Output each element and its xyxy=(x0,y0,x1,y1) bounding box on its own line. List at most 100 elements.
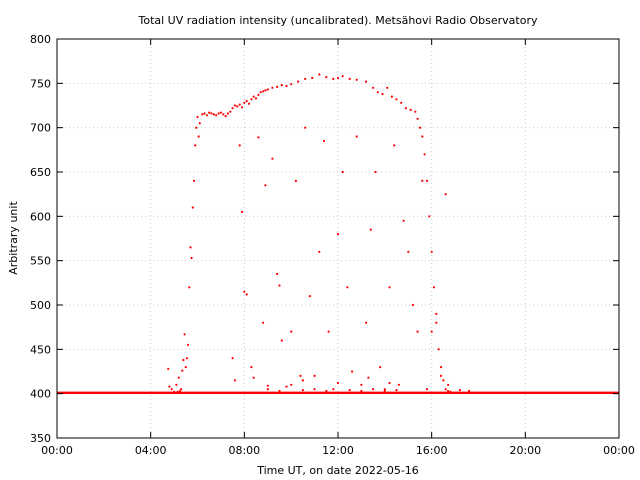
data-point xyxy=(430,250,433,253)
data-point xyxy=(238,103,241,106)
data-point xyxy=(318,250,321,253)
data-point xyxy=(313,388,316,391)
y-tick-label: 750 xyxy=(30,77,51,90)
y-tick-label: 350 xyxy=(30,432,51,445)
y-tick-label: 550 xyxy=(30,255,51,268)
data-point xyxy=(318,73,321,76)
data-point xyxy=(257,93,260,96)
data-point xyxy=(336,233,340,236)
data-point xyxy=(173,390,176,393)
data-point xyxy=(264,184,267,187)
data-point xyxy=(341,75,344,78)
data-point xyxy=(219,111,222,114)
data-point xyxy=(184,366,187,369)
data-point xyxy=(250,366,253,369)
data-point xyxy=(175,383,178,386)
data-point xyxy=(191,206,194,209)
y-tick-label: 650 xyxy=(30,166,51,179)
data-point xyxy=(278,389,281,393)
data-point xyxy=(458,389,461,392)
y-tick-label: 600 xyxy=(30,210,51,223)
data-point xyxy=(444,193,447,196)
data-point xyxy=(372,388,375,391)
data-point xyxy=(278,284,281,287)
data-point xyxy=(416,117,419,120)
data-point xyxy=(290,83,293,86)
data-point xyxy=(374,170,377,174)
data-point xyxy=(365,321,368,324)
data-point xyxy=(176,390,179,393)
data-point xyxy=(177,376,180,379)
data-point xyxy=(198,122,201,125)
data-point xyxy=(231,357,234,360)
data-point xyxy=(245,100,248,103)
data-point xyxy=(290,383,293,386)
data-point xyxy=(222,113,225,116)
data-point xyxy=(197,135,200,138)
data-point xyxy=(189,246,192,249)
data-point xyxy=(285,84,288,88)
data-point xyxy=(332,77,335,80)
data-point xyxy=(259,91,262,94)
data-point xyxy=(447,389,450,393)
data-point xyxy=(271,86,274,89)
y-tick-label: 800 xyxy=(30,33,51,46)
data-point xyxy=(383,389,386,393)
data-point xyxy=(383,388,386,391)
data-point xyxy=(414,110,417,113)
data-point xyxy=(435,321,438,324)
data-point xyxy=(432,286,436,289)
data-point xyxy=(212,113,215,116)
data-point xyxy=(381,92,384,96)
data-point xyxy=(266,88,269,91)
data-point xyxy=(224,115,227,118)
data-point xyxy=(182,358,185,362)
data-point xyxy=(233,379,237,382)
data-point xyxy=(311,76,314,80)
data-point xyxy=(238,144,241,147)
data-point xyxy=(449,390,452,393)
y-tick-label: 450 xyxy=(30,343,51,356)
data-point xyxy=(187,343,190,346)
data-points xyxy=(57,73,619,394)
y-axis-label: Arbitrary unit xyxy=(7,201,20,275)
data-point xyxy=(355,78,358,81)
data-point xyxy=(229,110,232,113)
data-point xyxy=(226,112,229,115)
data-point xyxy=(276,85,279,88)
data-point xyxy=(167,367,170,370)
x-tick-label: 00:00 xyxy=(603,444,635,457)
data-point xyxy=(205,114,208,117)
data-point xyxy=(423,153,426,156)
x-axis-ticks: 00:00 04:00 08:00 12:00 16:00 20:00 00:00 xyxy=(41,39,635,457)
data-point xyxy=(280,339,283,342)
data-point xyxy=(280,84,283,87)
data-point xyxy=(365,80,368,83)
data-point xyxy=(245,293,248,296)
data-point xyxy=(188,286,191,289)
data-point xyxy=(348,77,351,80)
x-tick-label: 04:00 xyxy=(135,444,167,457)
y-tick-label: 500 xyxy=(30,299,51,312)
data-point xyxy=(435,312,438,315)
data-point xyxy=(192,179,196,182)
data-point xyxy=(336,381,340,385)
x-tick-label: 12:00 xyxy=(322,444,354,457)
data-point xyxy=(262,321,265,324)
data-point xyxy=(210,112,213,115)
data-point xyxy=(215,114,218,117)
data-point xyxy=(264,89,267,92)
data-point xyxy=(327,330,330,333)
data-point xyxy=(252,95,255,98)
x-tick-label: 16:00 xyxy=(416,444,448,457)
data-point xyxy=(181,369,184,372)
chart-title: Total UV radiation intensity (uncalibrat… xyxy=(138,14,538,27)
x-tick-label: 20:00 xyxy=(509,444,541,457)
data-point xyxy=(393,144,396,147)
data-point xyxy=(404,107,407,110)
data-point xyxy=(348,389,351,392)
data-point xyxy=(170,388,173,391)
data-point xyxy=(252,376,255,379)
data-point xyxy=(386,86,389,89)
